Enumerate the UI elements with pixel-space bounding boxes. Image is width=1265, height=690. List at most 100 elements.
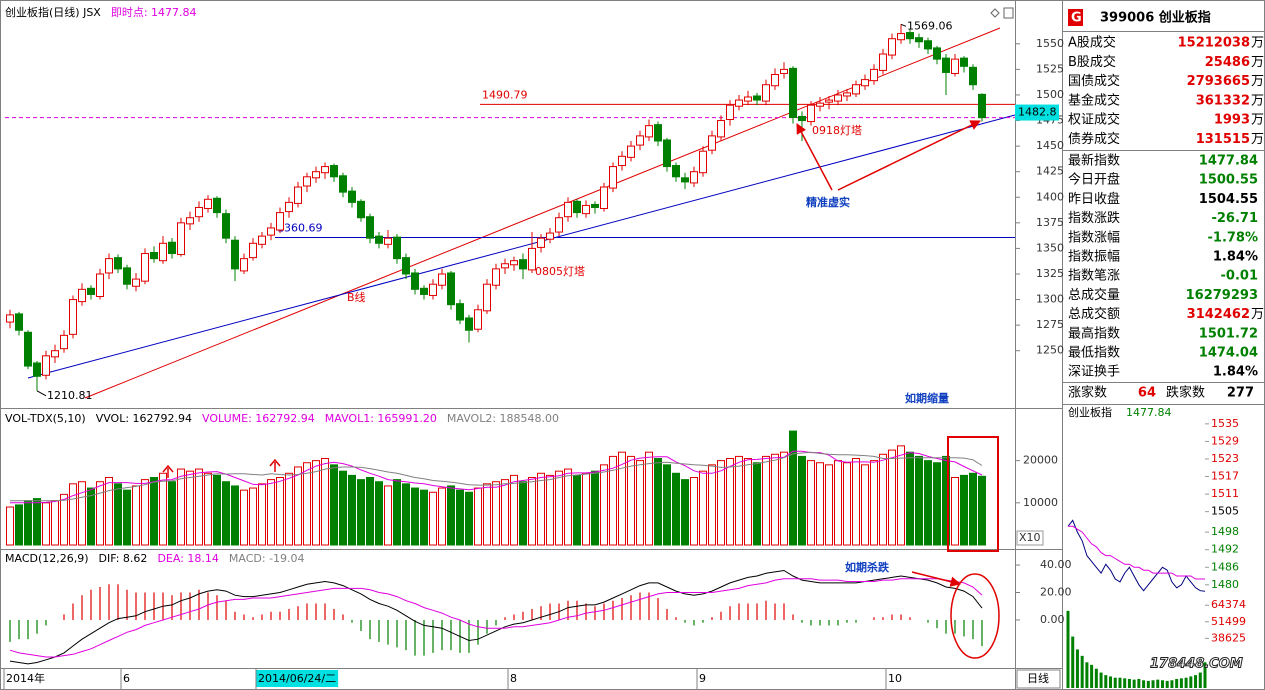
candle-body (186, 217, 194, 225)
volume-bar (438, 487, 446, 546)
candle-body (60, 334, 68, 350)
candle-body (807, 104, 815, 123)
candle-body (375, 235, 383, 244)
y-tick-label: 1517 (1211, 470, 1239, 483)
row-label: 总成交量 (1068, 287, 1120, 303)
row-label: 国债成交 (1068, 73, 1120, 89)
annotation: 如期杀跌 (845, 560, 890, 574)
candle-body (564, 201, 572, 218)
candle-body (915, 37, 923, 43)
candle-body (24, 331, 32, 367)
row-value: 1.84% (1213, 250, 1258, 265)
candle-body (366, 216, 374, 239)
candle-body (870, 68, 878, 82)
volume-bar (231, 485, 239, 546)
volume-bar (798, 455, 806, 546)
panel-header: 创业板指(日线) JSX (5, 5, 101, 19)
volume-bar (69, 483, 77, 546)
candle-body (879, 53, 887, 71)
quote-title: 399006 创业板指 (1100, 10, 1211, 26)
candle-body (465, 317, 473, 331)
candle-body (510, 260, 518, 266)
volume-bar (609, 455, 617, 546)
x-tick-label: 9 (699, 672, 706, 685)
candle-body (204, 198, 212, 210)
mini-volume-bar (1179, 678, 1183, 688)
candle-body (231, 239, 239, 270)
volume-bar (51, 500, 59, 546)
volume-bar (942, 455, 950, 546)
macd-line (9, 578, 983, 658)
volume-bar (366, 477, 374, 546)
y-tick-label: 1529 (1211, 434, 1239, 447)
volume-bar (663, 464, 671, 546)
volume-bar (411, 487, 419, 546)
candle-body (150, 252, 158, 260)
volume-bar (78, 481, 86, 546)
row-value: 1993 (1214, 113, 1250, 128)
row-value: 1474.04 (1199, 346, 1258, 361)
volume-bar (447, 485, 455, 546)
candle-body (771, 73, 779, 87)
candle-body (591, 203, 599, 208)
volume-bar (285, 472, 293, 546)
y-tick-label: 20.00 (1040, 585, 1072, 598)
mini-volume-bar (1066, 610, 1070, 688)
volume-bar (15, 504, 23, 546)
candle-body (123, 267, 131, 285)
volume-bar (96, 481, 104, 546)
candle-body (51, 350, 59, 358)
y-tick-label: 1492 (1211, 543, 1239, 556)
mini-volume-bar (1090, 664, 1094, 688)
candle-body (321, 166, 329, 174)
mini-volume-bar (1123, 678, 1127, 688)
volume-bar (357, 479, 365, 546)
candle-body (402, 257, 410, 275)
candle-body (717, 120, 725, 138)
y-tick-label: 40.00 (1040, 558, 1072, 571)
candle-body (681, 177, 689, 183)
volume-bar (753, 462, 761, 546)
candle-body (726, 104, 734, 121)
cursor-date-box (256, 670, 339, 687)
volume-bar (546, 474, 554, 546)
candle-body (6, 314, 14, 323)
annotation: 如期缩量 (905, 391, 949, 405)
mini-volume-bar (1118, 677, 1122, 688)
candle-body (753, 95, 761, 101)
annotation: B线 (347, 290, 366, 304)
row-value: 1501.72 (1199, 326, 1258, 341)
y-tick-label: 1300 (1036, 293, 1064, 306)
volume-bar (312, 460, 320, 546)
multiplier-box (1016, 530, 1044, 546)
candle-body (780, 68, 788, 74)
panel-header: 即时点: 1477.84 (111, 6, 197, 19)
candle-body (825, 99, 833, 103)
volume-bar (429, 491, 437, 546)
volume-bar (474, 487, 482, 546)
candle-body (708, 135, 716, 151)
candle-body (429, 283, 437, 296)
mini-volume-bar (1198, 672, 1202, 688)
volume-bar (861, 464, 869, 546)
volume-bar (114, 483, 122, 546)
candle-body (537, 237, 545, 248)
volume-bar (537, 472, 545, 546)
price-tag-box (1015, 104, 1059, 121)
candle-body (87, 287, 95, 295)
mini-line (1068, 525, 1205, 580)
badge-box (1068, 9, 1083, 26)
row-label: 最低指数 (1068, 346, 1120, 361)
candle-body (141, 253, 149, 282)
y-tick-label: 1275 (1036, 318, 1064, 331)
volume-bar (501, 479, 509, 546)
panel-header: MAVOL1: 165991.20 (325, 412, 437, 425)
candle-body (339, 175, 347, 193)
mini-volume-bar (1203, 662, 1207, 688)
volume-bar (195, 468, 203, 546)
candle-body (438, 273, 446, 286)
y-tick-label: 1525 (1036, 62, 1064, 75)
mini-volume-bar (1137, 679, 1141, 688)
